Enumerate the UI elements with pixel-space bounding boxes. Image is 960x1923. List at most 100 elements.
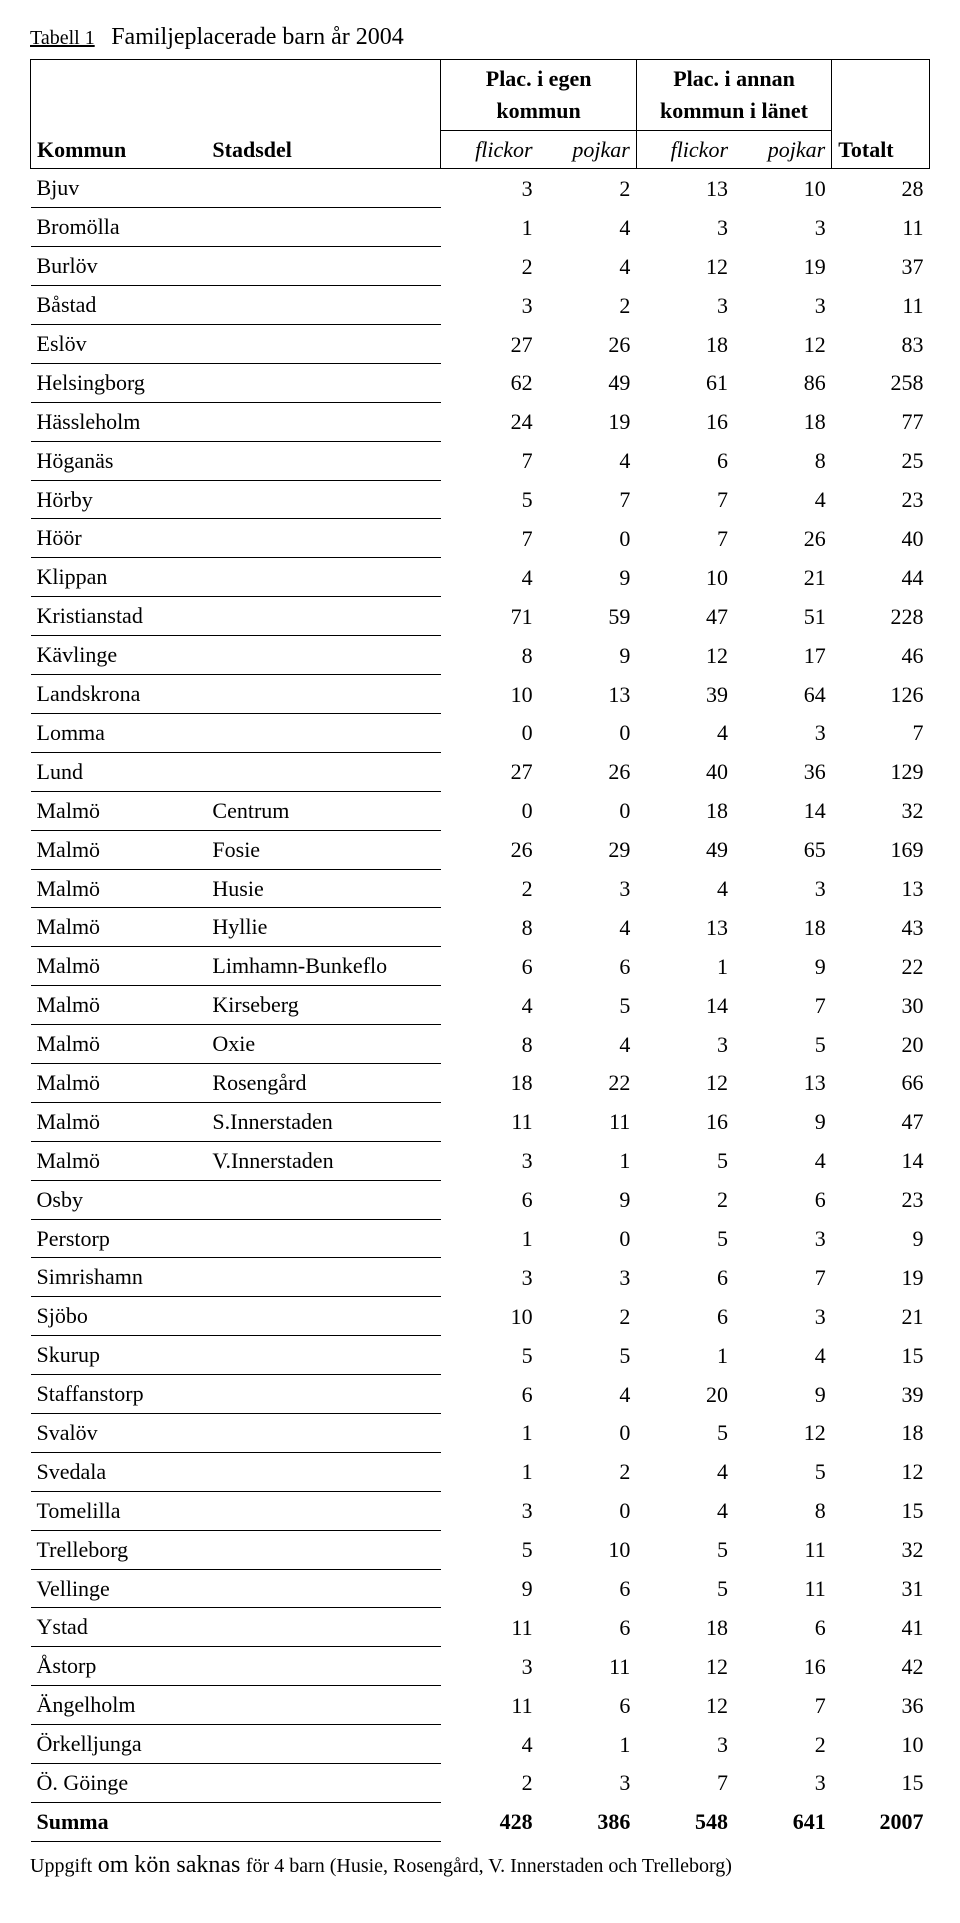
cell-value: 4 bbox=[636, 1491, 734, 1530]
cell-kommun: Svedala bbox=[31, 1452, 207, 1491]
cell-value: 2 bbox=[539, 169, 637, 208]
cell-value: 16 bbox=[636, 1102, 734, 1141]
cell-kommun: Lund bbox=[31, 752, 207, 791]
table-row: Svedala124512 bbox=[31, 1452, 930, 1491]
cell-value: 3 bbox=[734, 713, 832, 752]
cell-value: 3 bbox=[734, 1763, 832, 1802]
cell-value: 11 bbox=[441, 1686, 539, 1725]
table-number: Tabell 1 bbox=[30, 27, 95, 49]
cell-value: 10 bbox=[734, 169, 832, 208]
cell-value: 0 bbox=[441, 713, 539, 752]
table-row: Höganäs746825 bbox=[31, 441, 930, 480]
cell-value: 6 bbox=[734, 1608, 832, 1647]
cell-value: 5 bbox=[636, 1413, 734, 1452]
cell-value: 86 bbox=[734, 363, 832, 402]
cell-value: 23 bbox=[832, 480, 930, 519]
cell-value: 49 bbox=[636, 830, 734, 869]
cell-kommun: Svalöv bbox=[31, 1413, 207, 1452]
cell-value: 3 bbox=[734, 1297, 832, 1336]
cell-kommun: Perstorp bbox=[31, 1219, 207, 1258]
cell-value: 5 bbox=[734, 1452, 832, 1491]
cell-value: 4 bbox=[539, 1025, 637, 1064]
cell-value: 66 bbox=[832, 1063, 930, 1102]
cell-kommun: Ängelholm bbox=[31, 1686, 207, 1725]
cell-value: 15 bbox=[832, 1491, 930, 1530]
cell-value: 18 bbox=[636, 791, 734, 830]
cell-value: 0 bbox=[539, 519, 637, 558]
table-row: Hässleholm2419161877 bbox=[31, 402, 930, 441]
col-annan-l1: Plac. i annan bbox=[673, 66, 795, 91]
cell-value: 6 bbox=[539, 947, 637, 986]
cell-stadsdel bbox=[206, 1180, 441, 1219]
cell-value: 5 bbox=[441, 1530, 539, 1569]
footnote: Uppgift om kön saknas för 4 barn (Husie,… bbox=[30, 1848, 930, 1883]
cell-value: 43 bbox=[832, 908, 930, 947]
cell-kommun: Hässleholm bbox=[31, 402, 207, 441]
cell-value: 2 bbox=[734, 1725, 832, 1764]
cell-stadsdel bbox=[206, 1336, 441, 1375]
cell-kommun: Malmö bbox=[31, 947, 207, 986]
cell-stadsdel: Limhamn-Bunkeflo bbox=[206, 947, 441, 986]
cell-stadsdel bbox=[206, 247, 441, 286]
cell-value: 11 bbox=[441, 1608, 539, 1647]
cell-kommun: Höganäs bbox=[31, 441, 207, 480]
cell-value: 4 bbox=[539, 1375, 637, 1414]
table-row: MalmöRosengård1822121366 bbox=[31, 1063, 930, 1102]
cell-value: 6 bbox=[539, 1686, 637, 1725]
cell-stadsdel bbox=[206, 1647, 441, 1686]
cell-value: 12 bbox=[636, 247, 734, 286]
cell-value: 6 bbox=[636, 441, 734, 480]
cell-value: 20 bbox=[636, 1375, 734, 1414]
table-row: Svalöv1051218 bbox=[31, 1413, 930, 1452]
cell-stadsdel: Centrum bbox=[206, 791, 441, 830]
cell-value: 12 bbox=[734, 325, 832, 364]
col-pojkar-1: pojkar bbox=[539, 130, 637, 169]
cell-value: 5 bbox=[636, 1219, 734, 1258]
table-row: MalmöHusie234313 bbox=[31, 869, 930, 908]
cell-value: 12 bbox=[636, 1686, 734, 1725]
cell-stadsdel bbox=[206, 286, 441, 325]
cell-kommun: Sjöbo bbox=[31, 1297, 207, 1336]
table-row: Ö. Göinge237315 bbox=[31, 1763, 930, 1802]
cell-stadsdel bbox=[206, 1219, 441, 1258]
cell-kommun: Osby bbox=[31, 1180, 207, 1219]
cell-value: 1 bbox=[636, 1336, 734, 1375]
cell-kommun: Burlöv bbox=[31, 247, 207, 286]
cell-value: 4 bbox=[441, 986, 539, 1025]
cell-stadsdel bbox=[206, 169, 441, 208]
cell-value: 0 bbox=[539, 1491, 637, 1530]
cell-value: 9 bbox=[539, 636, 637, 675]
cell-value: 0 bbox=[539, 1413, 637, 1452]
cell-value: 4 bbox=[539, 208, 637, 247]
table-row: Tomelilla304815 bbox=[31, 1491, 930, 1530]
cell-stadsdel bbox=[206, 636, 441, 675]
cell-value: 2 bbox=[441, 1763, 539, 1802]
cell-value: 16 bbox=[734, 1647, 832, 1686]
cell-value: 3 bbox=[636, 208, 734, 247]
cell-value: 27 bbox=[441, 325, 539, 364]
col-kommun: Kommun bbox=[31, 59, 207, 169]
cell-value: 51 bbox=[734, 597, 832, 636]
cell-value: 47 bbox=[832, 1102, 930, 1141]
cell-value: 10 bbox=[441, 675, 539, 714]
cell-value: 7 bbox=[832, 713, 930, 752]
cell-value: 5 bbox=[636, 1141, 734, 1180]
cell-value: 37 bbox=[832, 247, 930, 286]
cell-value: 65 bbox=[734, 830, 832, 869]
cell-value: 26 bbox=[734, 519, 832, 558]
cell-value: 0 bbox=[539, 791, 637, 830]
cell-kommun: Helsingborg bbox=[31, 363, 207, 402]
cell-value: 5 bbox=[441, 480, 539, 519]
cell-value: 8 bbox=[734, 441, 832, 480]
cell-stadsdel: Oxie bbox=[206, 1025, 441, 1064]
cell-kommun: Landskrona bbox=[31, 675, 207, 714]
cell-kommun: Örkelljunga bbox=[31, 1725, 207, 1764]
cell-value: 11 bbox=[734, 1569, 832, 1608]
cell-stadsdel: S.Innerstaden bbox=[206, 1102, 441, 1141]
cell-value: 64 bbox=[734, 675, 832, 714]
cell-value: 11 bbox=[832, 286, 930, 325]
cell-value: 4 bbox=[539, 908, 637, 947]
cell-value: 12 bbox=[636, 1647, 734, 1686]
cell-value: 29 bbox=[539, 830, 637, 869]
table-row: Åstorp311121642 bbox=[31, 1647, 930, 1686]
